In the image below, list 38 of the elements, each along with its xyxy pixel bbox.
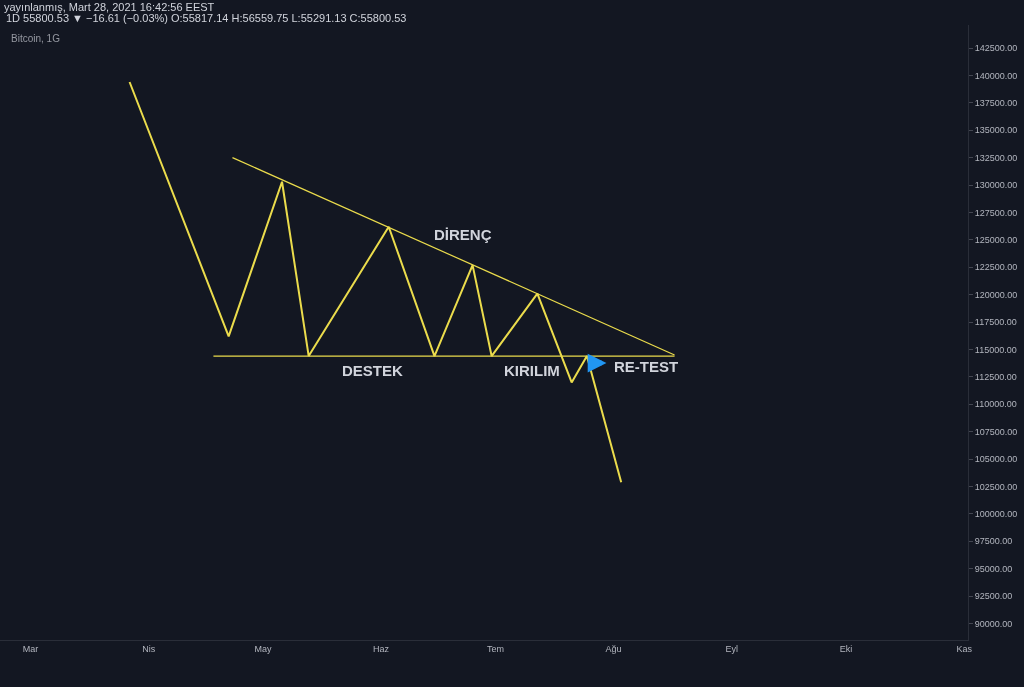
y-tick-label: 130000.00 [974, 180, 1018, 191]
y-tick-label: 140000.00 [974, 70, 1018, 81]
y-tick-label: 92500.00 [974, 591, 1013, 602]
y-tick-label: 135000.00 [974, 125, 1018, 136]
y-tick-label: 105000.00 [974, 454, 1018, 465]
y-tick-label: 117500.00 [974, 317, 1017, 328]
y-tick-label: 115000.00 [974, 344, 1017, 355]
y-tick-label: 90000.00 [974, 618, 1013, 629]
x-tick-label: Kas [956, 643, 973, 654]
y-tick-label: 127500.00 [974, 207, 1018, 218]
annotation: DİRENÇ [434, 226, 492, 243]
x-tick-label: Mar [22, 643, 39, 654]
y-tick-label: 97500.00 [974, 536, 1013, 547]
y-tick-label: 95000.00 [974, 563, 1013, 574]
y-tick-label: 132500.00 [974, 152, 1018, 163]
x-tick-label: Eyl [725, 643, 738, 654]
annotation: Bitcoin, 1G [11, 33, 61, 44]
y-tick-label: 112500.00 [974, 372, 1017, 383]
y-tick-label: 107500.00 [974, 426, 1018, 437]
annotation: RE-TEST [614, 358, 679, 375]
y-tick-label: 125000.00 [974, 235, 1018, 246]
y-tick-label: 110000.00 [974, 399, 1017, 410]
y-tick-label: 100000.00 [974, 509, 1018, 520]
x-tick-label: Tem [486, 643, 504, 654]
y-tick-label: 122500.00 [974, 262, 1018, 273]
annotation: KIRILIM [504, 362, 560, 379]
x-tick-label: Eki [839, 643, 853, 654]
x-tick-label: Ağu [605, 643, 622, 654]
y-tick-label: 142500.00 [974, 43, 1018, 54]
y-tick-label: 120000.00 [974, 289, 1018, 300]
x-tick-label: May [254, 643, 272, 654]
y-tick-label: 102500.00 [974, 481, 1018, 492]
chart-title: yayınlanmış, Mart 28, 2021 16:42:56 EEST [4, 0, 215, 13]
x-tick-label: Nis [142, 643, 156, 654]
y-tick-label: 137500.00 [974, 97, 1018, 108]
x-tick-label: Haz [373, 643, 390, 654]
annotation: DESTEK [342, 362, 404, 379]
chart-subtitle: 1D 55800.53 ▼ −16.61 (−0.03%) O:55817.14 H:56559.75 L:55291.13 C:55800.53 [6, 12, 407, 24]
